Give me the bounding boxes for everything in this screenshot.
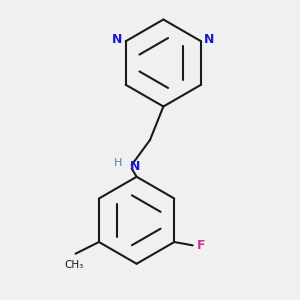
Text: F: F — [197, 239, 205, 252]
Text: N: N — [204, 33, 214, 46]
Text: CH₃: CH₃ — [64, 260, 83, 270]
Text: N: N — [112, 33, 122, 46]
Text: N: N — [130, 160, 140, 173]
Text: H: H — [114, 158, 122, 168]
